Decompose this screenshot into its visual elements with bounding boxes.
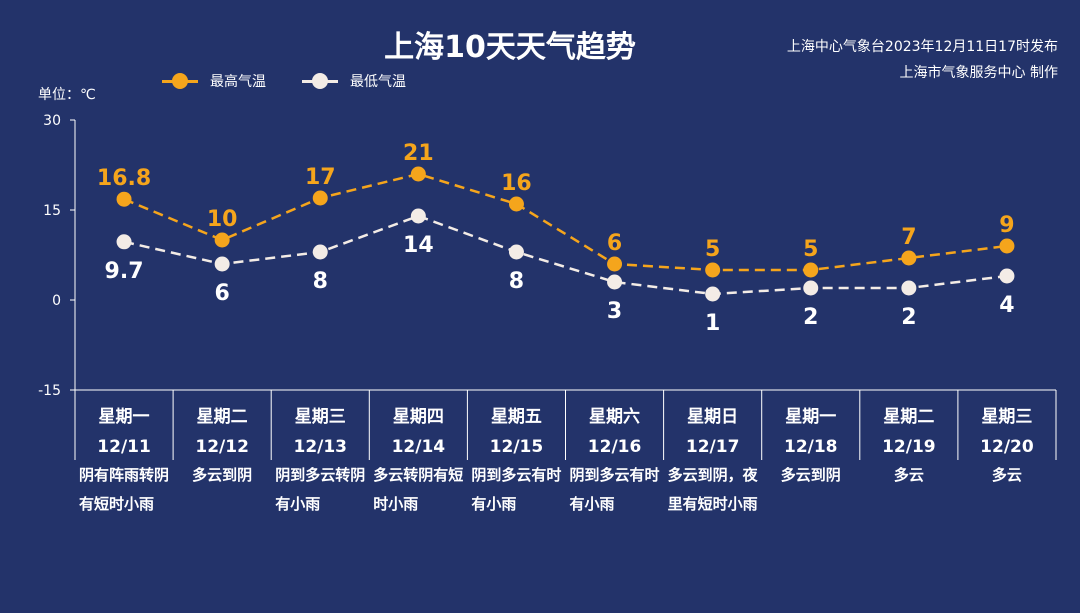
unit-label: 单位：℃ — [38, 87, 96, 103]
weather-description: 阴到多云转阴有小雨 — [275, 466, 366, 513]
data-label-high: 9 — [999, 213, 1014, 238]
data-label-low: 2 — [901, 305, 916, 330]
legend: 最高气温 最低气温 — [162, 71, 442, 91]
point-high — [410, 166, 426, 182]
data-label-low: 8 — [313, 269, 328, 294]
point-high — [705, 262, 721, 278]
date-label: 12/20 — [980, 437, 1034, 457]
weekday-label: 星期日 — [687, 407, 738, 427]
date-label: 12/11 — [97, 437, 151, 457]
weekday-label: 星期二 — [883, 407, 934, 427]
point-low — [607, 274, 623, 290]
legend-low-swatch — [302, 71, 338, 91]
legend-low-label: 最低气温 — [350, 74, 406, 90]
date-label: 12/15 — [490, 437, 544, 457]
publisher-info: 上海中心气象台2023年12月11日17时发布 上海市气象服务中心 制作 — [787, 34, 1058, 86]
point-low — [901, 280, 917, 296]
date-label: 12/12 — [195, 437, 249, 457]
legend-item-high[interactable]: 最高气温 — [162, 71, 266, 91]
weather-description: 阴到多云有时有小雨 — [569, 466, 660, 513]
date-label: 12/16 — [588, 437, 642, 457]
data-label-high: 16.8 — [97, 166, 151, 191]
date-label: 12/14 — [392, 437, 446, 457]
data-label-high: 17 — [305, 165, 336, 190]
weekday-label: 星期六 — [589, 406, 640, 427]
data-label-high: 7 — [901, 225, 916, 250]
data-label-low: 1 — [705, 311, 720, 336]
data-label-high: 6 — [607, 231, 622, 256]
point-low — [803, 280, 819, 296]
weather-description: 多云到阴，夜里有短时小雨 — [667, 466, 758, 513]
point-high — [508, 196, 524, 212]
data-label-low: 9.7 — [105, 259, 144, 284]
point-high — [999, 238, 1015, 254]
data-label-low: 2 — [803, 305, 818, 330]
series-line-low — [123, 214, 1008, 296]
data-label-low: 8 — [509, 269, 524, 294]
page-title: 上海10天天气趋势 — [384, 30, 636, 65]
data-label-high: 16 — [501, 171, 532, 196]
legend-high-label: 最高气温 — [210, 74, 266, 90]
point-low — [214, 256, 230, 272]
weather-description: 多云 — [893, 466, 924, 484]
weekday-label: 星期五 — [491, 407, 542, 427]
data-label-high: 21 — [403, 141, 434, 166]
weekday-label: 星期一 — [785, 407, 836, 427]
weather-description: 阴到多云有时有小雨 — [471, 466, 562, 513]
weather-description: 多云转阴有短时小雨 — [373, 466, 464, 513]
data-label-high: 5 — [803, 237, 818, 262]
weather-description: 多云到阴 — [192, 466, 253, 484]
point-low — [312, 244, 328, 260]
point-high — [607, 256, 623, 272]
legend-item-low[interactable]: 最低气温 — [302, 71, 406, 91]
publisher-line-2: 上海市气象服务中心 制作 — [899, 65, 1058, 81]
point-high — [901, 250, 917, 266]
weekday-label: 星期三 — [981, 407, 1032, 427]
weekday-label: 星期四 — [393, 407, 444, 427]
legend-high-swatch — [162, 71, 198, 91]
point-low — [116, 234, 132, 250]
data-label-high: 5 — [705, 237, 720, 262]
weather-description: 阴有阵雨转阴有短时小雨 — [79, 466, 170, 513]
publisher-line-1: 上海中心气象台2023年12月11日17时发布 — [786, 39, 1058, 55]
y-tick-label: -15 — [38, 383, 61, 399]
date-label: 12/18 — [784, 437, 838, 457]
date-label: 12/19 — [882, 437, 936, 457]
point-low — [999, 268, 1015, 284]
data-label-high: 10 — [207, 207, 238, 232]
point-high — [214, 232, 230, 248]
data-label-low: 3 — [607, 299, 622, 324]
data-label-low: 4 — [999, 293, 1014, 318]
weekday-label: 星期三 — [295, 407, 346, 427]
weekday-label: 星期一 — [99, 407, 150, 427]
date-label: 12/13 — [293, 437, 347, 457]
date-label: 12/17 — [686, 437, 740, 457]
data-label-low: 6 — [214, 281, 229, 306]
data-label-low: 14 — [403, 233, 434, 258]
weather-description: 多云到阴 — [780, 466, 841, 484]
point-low — [410, 208, 426, 224]
y-tick-label: 0 — [52, 293, 61, 309]
y-tick-label: 15 — [43, 203, 61, 219]
point-high — [116, 191, 132, 207]
series-line-high — [123, 172, 1008, 272]
weather-description: 多云 — [991, 466, 1022, 484]
weekday-label: 星期二 — [197, 407, 248, 427]
point-high — [312, 190, 328, 206]
point-low — [705, 286, 721, 302]
point-high — [803, 262, 819, 278]
y-tick-label: 30 — [43, 113, 61, 129]
point-low — [508, 244, 524, 260]
